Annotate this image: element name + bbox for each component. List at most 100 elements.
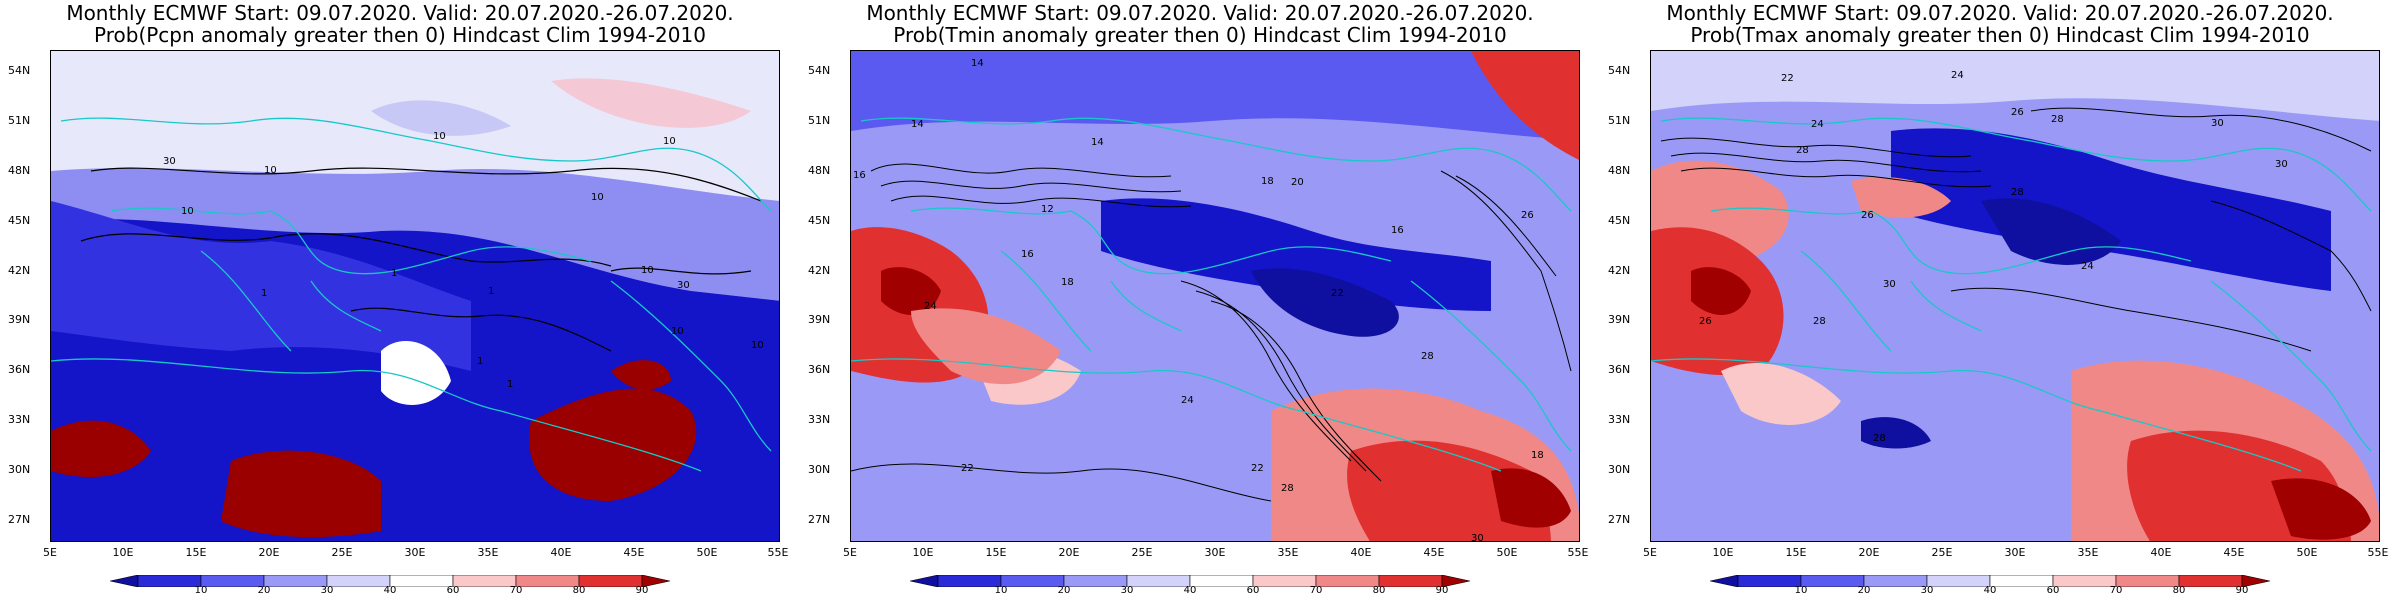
lon-tick: 10E xyxy=(912,546,934,559)
contour-label: 14 xyxy=(911,119,924,130)
contour-label: 24 xyxy=(2081,261,2094,272)
map-panel-tmin: Monthly ECMWF Start: 09.07.2020. Valid: … xyxy=(800,0,1600,600)
colorbar-label: 80 xyxy=(2172,585,2186,596)
lon-tick: 35E xyxy=(477,546,499,559)
probability-map-tmin: 14 14 16 14 18 12 16 18 22 20 24 28 26 2… xyxy=(850,50,1580,542)
contour-label: 18 xyxy=(1531,450,1544,461)
lat-tick: 33N xyxy=(8,413,31,426)
lon-tick: 10E xyxy=(112,546,134,559)
colorbar-label: 30 xyxy=(320,585,334,596)
contour-label: 10 xyxy=(181,206,194,217)
lat-tick: 33N xyxy=(808,413,831,426)
contour-label: 10 xyxy=(591,192,604,203)
lon-tick: 45E xyxy=(1423,546,1445,559)
lat-tick: 30N xyxy=(808,463,831,476)
lon-tick: 45E xyxy=(623,546,645,559)
colorbar-label: 10 xyxy=(194,585,208,596)
contour-label: 28 xyxy=(1796,145,1809,156)
colorbar-label: 60 xyxy=(2046,585,2060,596)
lon-tick: 30E xyxy=(404,546,426,559)
lon-tick: 15E xyxy=(985,546,1007,559)
panel-title-line2: Prob(Tmax anomaly greater then 0) Hindca… xyxy=(1690,23,2310,47)
lat-tick: 42N xyxy=(808,264,831,277)
panel-title-line1: Monthly ECMWF Start: 09.07.2020. Valid: … xyxy=(866,1,1534,25)
contour-label: 20 xyxy=(1291,177,1304,188)
panel-title-line1: Monthly ECMWF Start: 09.07.2020. Valid: … xyxy=(66,1,734,25)
lat-tick: 27N xyxy=(808,513,831,526)
contour-label: 28 xyxy=(1873,433,1886,444)
contour-label: 28 xyxy=(1281,483,1294,494)
contour-label: 22 xyxy=(1781,73,1794,84)
panel-title-line1: Monthly ECMWF Start: 09.07.2020. Valid: … xyxy=(1666,1,2334,25)
lon-tick: 25E xyxy=(331,546,353,559)
colorbar-label: 20 xyxy=(257,585,271,596)
lon-tick: 50E xyxy=(1496,546,1518,559)
contour-label: 14 xyxy=(971,58,984,69)
lon-tick: 5E xyxy=(843,546,857,559)
lat-tick: 48N xyxy=(8,164,31,177)
colorbar-label: 80 xyxy=(1372,585,1386,596)
contour-label: 30 xyxy=(677,280,690,291)
lat-tick: 48N xyxy=(808,164,831,177)
lon-tick: 30E xyxy=(2004,546,2026,559)
colorbar-label: 70 xyxy=(2109,585,2123,596)
lat-tick: 42N xyxy=(1608,264,1631,277)
lat-tick: 45N xyxy=(808,214,831,227)
colorbar-label: 10 xyxy=(994,585,1008,596)
lat-tick: 54N xyxy=(8,64,31,77)
lon-tick: 15E xyxy=(185,546,207,559)
colorbar-label: 70 xyxy=(509,585,523,596)
contour-label: 26 xyxy=(1521,210,1534,221)
colorbar-label: 20 xyxy=(1057,585,1071,596)
lon-tick: 30E xyxy=(1204,546,1226,559)
panel-title-line2: Prob(Pcpn anomaly greater then 0) Hindca… xyxy=(94,23,706,47)
lon-tick: 55E xyxy=(2367,546,2389,559)
lat-tick: 39N xyxy=(8,313,31,326)
colorbar-label: 40 xyxy=(383,585,397,596)
contour-label: 16 xyxy=(853,170,866,181)
contour-label: 18 xyxy=(1061,277,1074,288)
probability-map-pcpn: 10 10 10 30 10 10 1 1 1 10 30 10 1 1 10 xyxy=(50,50,780,542)
contour-label: 10 xyxy=(663,136,676,147)
lat-tick: 51N xyxy=(8,114,31,127)
lon-tick: 20E xyxy=(258,546,280,559)
lat-tick: 54N xyxy=(1608,64,1631,77)
lat-tick: 36N xyxy=(1608,363,1631,376)
contour-label: 30 xyxy=(163,156,176,167)
lon-tick: 20E xyxy=(1058,546,1080,559)
lat-tick: 51N xyxy=(808,114,831,127)
lon-tick: 5E xyxy=(1643,546,1657,559)
contour-label: 10 xyxy=(751,340,764,351)
lon-tick: 40E xyxy=(1350,546,1372,559)
colorbar-label: 90 xyxy=(2235,585,2249,596)
lat-tick: 36N xyxy=(8,363,31,376)
lon-tick: 10E xyxy=(1712,546,1734,559)
lon-tick: 25E xyxy=(1931,546,1953,559)
lon-tick: 55E xyxy=(1567,546,1589,559)
contour-label: 16 xyxy=(1391,225,1404,236)
contour-label: 26 xyxy=(2011,107,2024,118)
colorbar xyxy=(1710,575,2270,587)
lon-tick: 55E xyxy=(767,546,789,559)
contour-label: 26 xyxy=(1699,316,1712,327)
lat-tick: 48N xyxy=(1608,164,1631,177)
contour-label: 10 xyxy=(641,265,654,276)
lat-tick: 54N xyxy=(808,64,831,77)
contour-label: 14 xyxy=(1091,137,1104,148)
contour-label: 24 xyxy=(1951,70,1964,81)
lat-tick: 51N xyxy=(1608,114,1631,127)
contour-label: 30 xyxy=(1883,279,1896,290)
lat-tick: 27N xyxy=(1608,513,1631,526)
lat-tick: 33N xyxy=(1608,413,1631,426)
contour-label: 22 xyxy=(961,463,974,474)
lat-tick: 30N xyxy=(8,463,31,476)
lat-tick: 36N xyxy=(808,363,831,376)
colorbar-label: 30 xyxy=(1120,585,1134,596)
colorbar xyxy=(110,575,670,587)
contour-label: 16 xyxy=(1021,249,1034,260)
lat-tick: 39N xyxy=(1608,313,1631,326)
map-panel-pcpn: Monthly ECMWF Start: 09.07.2020. Valid: … xyxy=(0,0,800,600)
colorbar-label: 90 xyxy=(635,585,649,596)
colorbar-label: 60 xyxy=(446,585,460,596)
lon-tick: 50E xyxy=(696,546,718,559)
